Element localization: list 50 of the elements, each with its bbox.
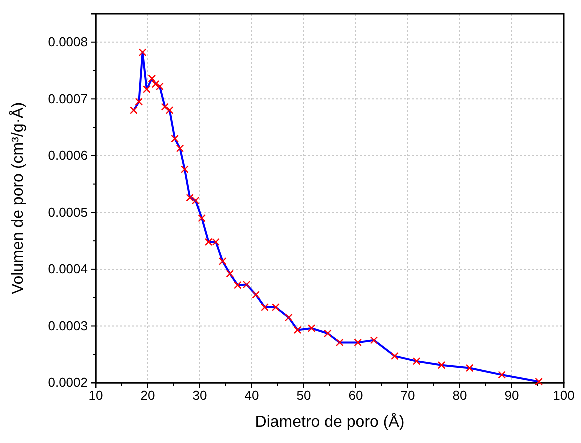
y-tick-label: 0.0004 bbox=[48, 262, 88, 277]
y-tick-label: 0.0003 bbox=[48, 318, 88, 334]
point bbox=[272, 304, 280, 312]
point bbox=[391, 352, 399, 360]
point bbox=[135, 98, 144, 106]
point bbox=[285, 314, 293, 322]
y-tick-label: 0.0007 bbox=[48, 91, 88, 106]
point bbox=[218, 258, 227, 266]
point bbox=[181, 166, 189, 174]
point bbox=[438, 362, 446, 370]
point bbox=[143, 86, 151, 94]
x-tick-label: 10 bbox=[88, 388, 104, 404]
point bbox=[252, 291, 260, 299]
x-tick-label: 80 bbox=[452, 388, 468, 404]
y-tick-label: 0.0006 bbox=[48, 148, 88, 164]
x-tick-label: 50 bbox=[296, 388, 312, 404]
point bbox=[308, 324, 316, 332]
point bbox=[336, 338, 344, 347]
y-tick-label: 0.0005 bbox=[48, 204, 88, 220]
point bbox=[156, 82, 164, 91]
x-tick-label: 100 bbox=[553, 388, 575, 404]
point bbox=[354, 338, 362, 347]
x-tick-label: 90 bbox=[504, 388, 520, 404]
point bbox=[152, 80, 160, 88]
x-tick-label: 20 bbox=[140, 388, 156, 404]
point bbox=[535, 378, 543, 386]
x-tick-label: 40 bbox=[244, 388, 260, 404]
x-tick-label: 70 bbox=[400, 388, 416, 404]
x-tick-label: 60 bbox=[348, 388, 364, 404]
point bbox=[226, 270, 234, 278]
y-tick-label: 0.0002 bbox=[48, 375, 88, 390]
point bbox=[324, 330, 332, 338]
point bbox=[412, 358, 421, 366]
point bbox=[498, 371, 506, 379]
x-tick-label: 30 bbox=[192, 388, 208, 404]
point bbox=[161, 103, 170, 111]
point bbox=[130, 106, 138, 114]
point bbox=[176, 144, 184, 152]
y-tick-label: 0.0008 bbox=[48, 34, 88, 50]
point bbox=[166, 106, 174, 114]
point bbox=[138, 48, 147, 56]
point bbox=[171, 135, 179, 143]
point bbox=[148, 74, 156, 83]
point bbox=[261, 304, 269, 312]
x-axis-title: Diametro de poro (Å) bbox=[255, 413, 405, 431]
point bbox=[466, 364, 474, 372]
point bbox=[198, 214, 206, 222]
point bbox=[370, 336, 378, 344]
point bbox=[294, 326, 302, 334]
y-axis-title: Volumen de poro (cm³/g·Å) bbox=[9, 102, 27, 295]
